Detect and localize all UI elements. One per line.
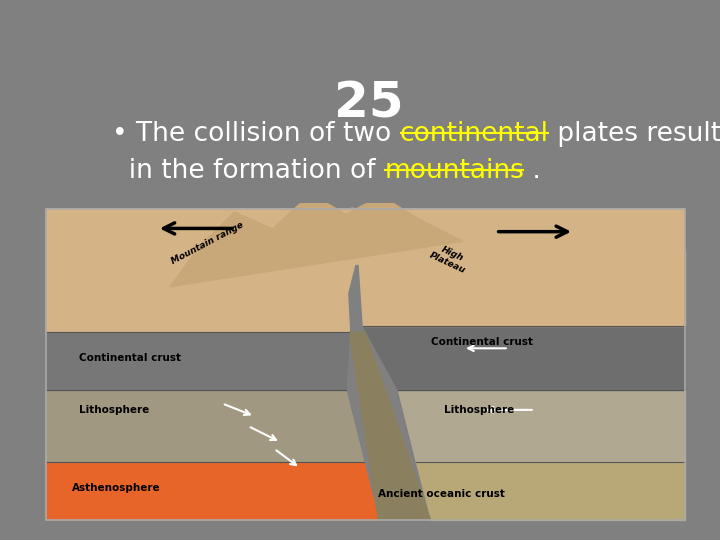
Polygon shape [138, 214, 482, 293]
Text: Continental crust: Continental crust [431, 337, 533, 347]
Text: plates results: plates results [549, 121, 720, 147]
Polygon shape [46, 293, 349, 332]
Text: Ancient oceanic crust: Ancient oceanic crust [379, 489, 505, 499]
Polygon shape [46, 209, 685, 293]
Text: • The collision of two: • The collision of two [112, 121, 400, 147]
Text: in the formation of: in the formation of [112, 158, 384, 184]
Text: Lithosphere: Lithosphere [444, 405, 514, 415]
Text: continental: continental [400, 121, 549, 147]
Text: .: . [524, 158, 541, 184]
Text: mountains: mountains [384, 158, 524, 184]
Polygon shape [170, 217, 463, 290]
Text: 25: 25 [334, 79, 404, 127]
Polygon shape [358, 251, 685, 326]
Polygon shape [349, 332, 431, 520]
Text: Lithosphere: Lithosphere [78, 405, 149, 415]
Polygon shape [46, 390, 364, 462]
Text: Asthenosphere: Asthenosphere [72, 483, 161, 492]
Polygon shape [416, 462, 685, 520]
Text: Mountain range: Mountain range [170, 220, 246, 266]
Polygon shape [170, 194, 463, 287]
Polygon shape [183, 210, 444, 287]
Polygon shape [118, 208, 496, 290]
Polygon shape [46, 462, 379, 520]
Text: High
Plateau: High Plateau [428, 241, 472, 275]
Polygon shape [364, 326, 685, 390]
Polygon shape [46, 332, 349, 390]
Polygon shape [398, 390, 685, 462]
Text: Continental crust: Continental crust [78, 353, 181, 363]
